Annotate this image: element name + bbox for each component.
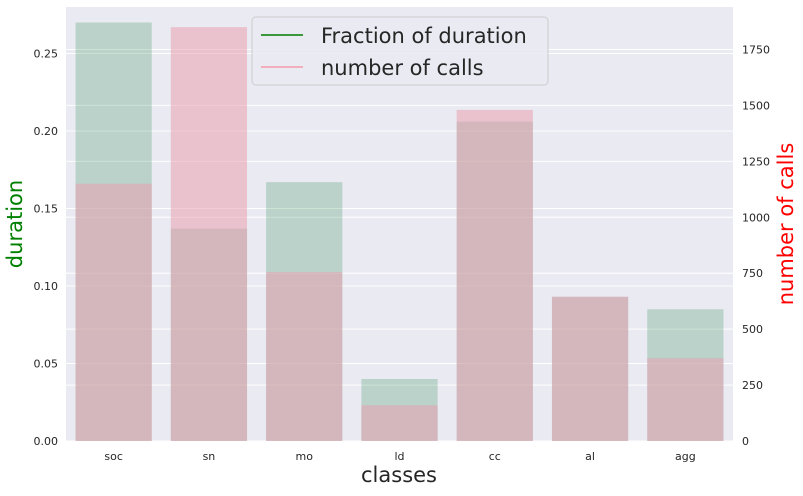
bar-calls-cc (456, 109, 533, 441)
x-tick-label-ld: ld (394, 450, 404, 463)
legend: Fraction of duration number of calls (251, 16, 549, 86)
x-axis-label: classes (361, 463, 437, 487)
legend-label-calls: number of calls (321, 56, 484, 80)
right-tick-label-1: 250 (742, 379, 763, 392)
bar-calls-mo (266, 272, 343, 441)
x-tick-label-mo: mo (295, 450, 313, 463)
x-tick-label-sn: sn (203, 450, 216, 463)
right-tick-label-3: 750 (742, 267, 763, 280)
left-axis-label: duration (3, 180, 27, 268)
x-tick-label-agg: agg (675, 450, 696, 463)
right-tick-label-0: 0 (742, 435, 749, 448)
x-tick-label-al: al (585, 450, 595, 463)
x-axis: soc sn mo ld cc al agg (104, 450, 695, 463)
left-axis: 0.00 0.05 0.10 0.15 0.20 0.25 (34, 48, 59, 449)
bar-calls-sn (170, 27, 248, 441)
left-tick-label-2: 0.10 (34, 280, 59, 293)
left-tick-label-1: 0.05 (34, 358, 59, 371)
bar-calls-soc (75, 183, 152, 441)
right-tick-label-5: 1250 (742, 155, 770, 168)
left-tick-label-4: 0.20 (34, 125, 59, 138)
left-tick-label-3: 0.15 (34, 203, 59, 216)
x-tick-label-soc: soc (104, 450, 123, 463)
right-tick-label-6: 1500 (742, 99, 770, 112)
bar-calls-agg (647, 358, 724, 441)
left-tick-label-5: 0.25 (34, 48, 59, 61)
bar-calls-ld (361, 405, 438, 441)
right-tick-label-7: 1750 (742, 44, 770, 57)
right-axis-label: number of calls (774, 143, 798, 306)
bar-calls-al (551, 296, 629, 441)
x-tick-label-cc: cc (489, 450, 501, 463)
right-axis: 0 250 500 750 1000 1250 1500 1750 (742, 44, 770, 448)
right-tick-label-2: 500 (742, 323, 763, 336)
right-tick-label-4: 1000 (742, 211, 770, 224)
legend-box (251, 16, 549, 86)
legend-label-duration: Fraction of duration (321, 24, 527, 48)
bars (75, 22, 724, 441)
left-tick-label-0: 0.00 (34, 435, 59, 448)
